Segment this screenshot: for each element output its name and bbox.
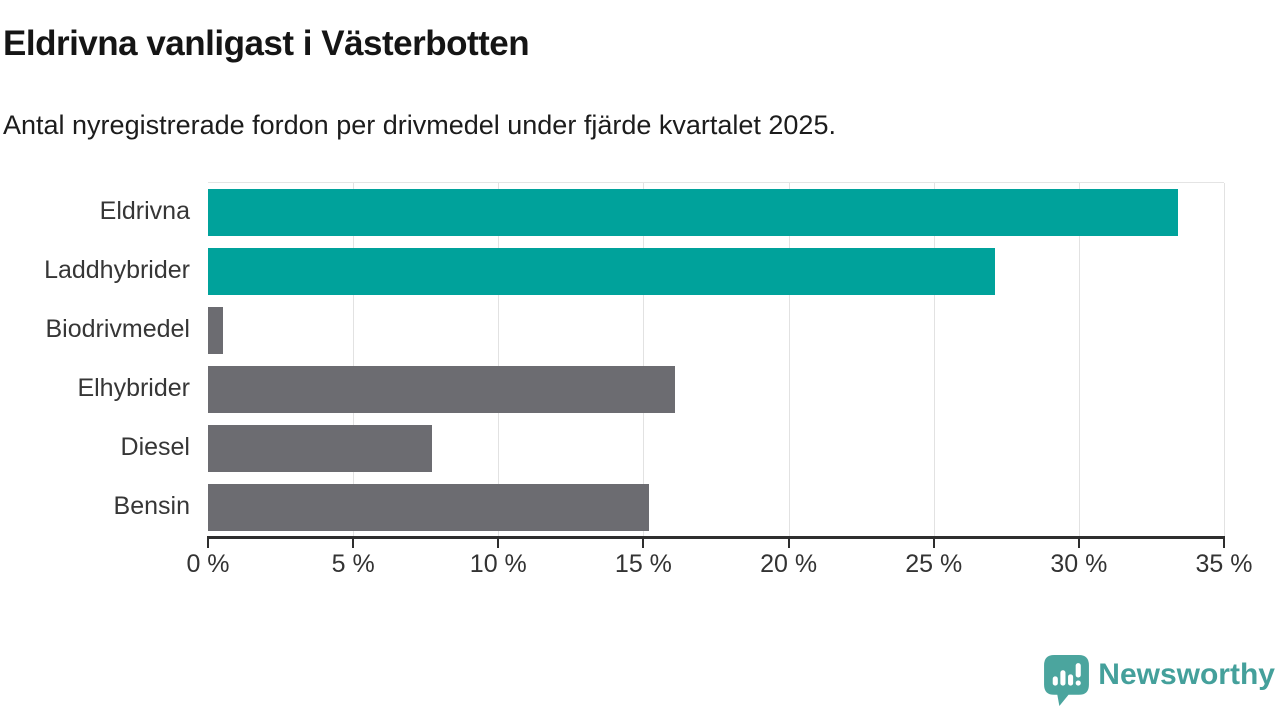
bar-elhybrider	[208, 366, 676, 413]
newsworthy-logo: Newsworthy	[1044, 655, 1275, 706]
bar-laddhybrider	[208, 248, 995, 295]
bar-row	[208, 301, 1224, 360]
category-label: Biodrivmedel	[45, 315, 190, 343]
gridline	[643, 183, 645, 537]
plot-area	[208, 182, 1225, 537]
bar-bensin	[208, 484, 650, 531]
tick-mark	[1077, 539, 1080, 548]
brand-name: Newsworthy	[1098, 658, 1275, 691]
category-label: Eldrivna	[99, 197, 190, 225]
chart-title: Eldrivna vanligast i Västerbotten	[3, 24, 530, 63]
tick-label: 25 %	[905, 550, 963, 578]
bar-row	[208, 419, 1224, 478]
x-axis-line	[207, 536, 1225, 539]
chart-subtitle: Antal nyregistrerade fordon per drivmede…	[3, 110, 836, 140]
bar-diesel	[208, 425, 432, 472]
bar-row	[208, 183, 1224, 242]
gridline	[788, 183, 790, 537]
bar-row	[208, 478, 1224, 537]
tick-mark	[497, 539, 500, 548]
bar-row	[208, 360, 1224, 419]
y-axis-labels: Eldrivna Laddhybrider Biodrivmedel Elhybrid…	[0, 182, 190, 536]
tick-label: 10 %	[469, 550, 527, 578]
tick-mark	[207, 539, 209, 548]
gridline	[498, 183, 500, 537]
tick-label: 20 %	[760, 550, 818, 578]
gridline	[933, 183, 935, 537]
tick-mark	[787, 539, 790, 548]
gridline	[1224, 183, 1225, 537]
tick-mark	[1223, 539, 1225, 548]
bar-eldrivna	[208, 189, 1178, 236]
speech-bubble-bar-chart-exclamation-icon	[1044, 655, 1090, 706]
tick-label: 30 %	[1050, 550, 1108, 578]
tick-mark	[642, 539, 645, 548]
gridline	[353, 183, 355, 537]
category-label: Bensin	[113, 492, 190, 520]
tick-label: 15 %	[614, 550, 672, 578]
tick-label: 0 %	[186, 550, 230, 578]
bar-biodrivmedel	[208, 307, 223, 354]
gridline	[1078, 183, 1080, 537]
x-axis-ticks: 0 % 5 % 10 % 15 % 20 % 25 % 30 % 35 %	[186, 539, 1252, 584]
tick-label: 35 %	[1195, 550, 1253, 578]
category-label: Diesel	[120, 433, 190, 461]
category-label: Elhybrider	[77, 374, 190, 402]
tick-mark	[932, 539, 935, 548]
tick-label: 5 %	[331, 550, 375, 578]
bar-row	[208, 242, 1224, 301]
tick-mark	[352, 539, 355, 548]
category-label: Laddhybrider	[44, 256, 190, 284]
